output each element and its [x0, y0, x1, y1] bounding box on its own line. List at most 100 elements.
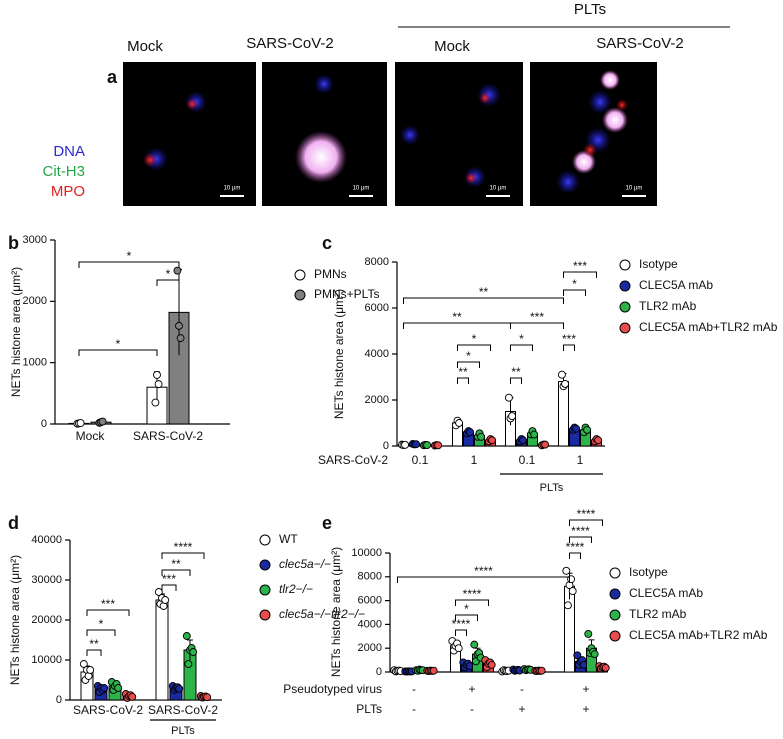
- significance-bracket: [510, 344, 533, 351]
- y-tick-label: 30000: [31, 574, 62, 586]
- significance-label: *: [127, 249, 132, 263]
- significance-bracket: [457, 344, 491, 351]
- significance-label: *: [519, 332, 524, 346]
- significance-bracket: [455, 614, 478, 621]
- scale-bar-label: 10 μm: [490, 186, 507, 192]
- significance-bracket: [563, 289, 586, 296]
- data-point: [114, 684, 123, 692]
- y-tick-label: 3000: [23, 234, 47, 246]
- data-point: [537, 666, 546, 675]
- data-point: [590, 650, 599, 659]
- significance-label: **: [452, 310, 462, 324]
- data-point: [100, 684, 109, 692]
- data-point: [151, 398, 160, 407]
- significance-bracket: [563, 271, 597, 278]
- legend-marker: [259, 559, 271, 571]
- y-tick-label: 0: [56, 694, 62, 706]
- data-point: [423, 441, 432, 450]
- data-point: [176, 334, 185, 343]
- significance-bracket: [78, 261, 180, 268]
- y-tick-label: 2000: [23, 295, 47, 307]
- legend-label: TLR2 mAb: [629, 607, 687, 621]
- panel-label: b: [8, 233, 19, 253]
- data-point: [561, 379, 570, 388]
- significance-bracket: [510, 322, 564, 329]
- data-point: [79, 660, 88, 668]
- data-point: [98, 417, 107, 426]
- legend-marker: [609, 609, 621, 621]
- y-tick-label: 0: [383, 440, 389, 452]
- significance-label: ***: [162, 572, 176, 586]
- y-tick-label: 8000: [365, 256, 389, 268]
- y-tick-label: 20000: [31, 614, 62, 626]
- micrograph: 10 μm: [123, 62, 256, 206]
- significance-bracket: [457, 361, 480, 368]
- y-tick-label: 2000: [365, 394, 389, 406]
- stain-label: Cit-H3: [42, 163, 85, 180]
- legend-marker: [609, 630, 621, 642]
- y-axis-label: NETs histone area (μm²): [329, 547, 343, 677]
- data-point: [573, 651, 582, 660]
- data-point: [454, 644, 463, 653]
- x-tick-label: 1: [577, 453, 584, 467]
- significance-label: ***: [101, 597, 115, 611]
- y-tick-label: 40000: [31, 534, 62, 546]
- significance-label: ****: [571, 524, 590, 538]
- significance-label: *: [572, 277, 577, 291]
- significance-label: ****: [566, 540, 585, 554]
- chart: d NETs histone area (μm²) 0 10000 20000 30000…: [8, 513, 365, 737]
- x-tick-label: -: [520, 682, 524, 696]
- legend-marker: [609, 588, 621, 600]
- data-point: [455, 419, 464, 427]
- significance-bracket: [569, 536, 592, 543]
- column-label: SARS-CoV-2: [596, 35, 684, 52]
- x-tick-label: SARS-CoV-2: [73, 703, 143, 717]
- data-point: [488, 436, 497, 445]
- x-tick-label: +: [518, 702, 525, 716]
- panel-label: e: [322, 513, 332, 533]
- y-tick-label: 0: [376, 666, 382, 678]
- significance-label: ***: [562, 332, 576, 346]
- bar: [558, 381, 569, 447]
- significance-bracket: [86, 609, 130, 616]
- y-tick-label: 1000: [23, 357, 47, 369]
- data-point: [487, 660, 496, 669]
- significance-bracket: [161, 569, 191, 576]
- y-axis-label: NETs histone area (μm²): [9, 267, 23, 397]
- legend-marker: [294, 269, 306, 281]
- data-point: [175, 321, 183, 330]
- significance-label: *: [116, 337, 121, 351]
- group-label: PLTs: [540, 482, 564, 494]
- data-point: [203, 693, 212, 702]
- legend-marker: [259, 534, 271, 546]
- micrograph: 10 μm: [395, 62, 523, 206]
- data-point: [504, 393, 513, 402]
- data-point: [76, 419, 85, 428]
- legend-label: PMNs: [314, 267, 347, 281]
- legend-label: WT: [279, 532, 298, 546]
- data-point: [594, 436, 603, 445]
- legend-label: CLEC5A mAb+TLR2 mAb: [629, 628, 768, 642]
- significance-bracket: [86, 629, 116, 636]
- data-point: [184, 660, 193, 668]
- scale-bar-label: 10 μm: [626, 186, 643, 192]
- data-point: [154, 588, 163, 596]
- chart: e NETs histone area (μm²) 0 2000 4000 6000 800…: [283, 507, 767, 716]
- column-label: SARS-CoV-2: [246, 35, 334, 52]
- legend-marker: [609, 567, 621, 579]
- y-tick-label: 2000: [358, 642, 382, 654]
- legend-marker: [259, 609, 271, 621]
- data-point: [584, 629, 593, 638]
- significance-bracket: [156, 279, 180, 286]
- significance-bracket: [86, 649, 102, 656]
- y-tick-label: 10000: [31, 654, 62, 666]
- legend-label: clec5a−/−tlr2−/−: [279, 607, 365, 621]
- significance-label: *: [472, 332, 477, 346]
- significance-bracket: [563, 344, 575, 351]
- y-tick-label: 8000: [358, 571, 382, 583]
- x-tick-label: SARS-CoV-2: [133, 429, 203, 443]
- x-tick-label: Mock: [76, 429, 106, 443]
- significance-bracket: [455, 599, 489, 606]
- x-tick-label: SARS-CoV-2: [148, 703, 218, 717]
- significance-bracket: [161, 584, 177, 591]
